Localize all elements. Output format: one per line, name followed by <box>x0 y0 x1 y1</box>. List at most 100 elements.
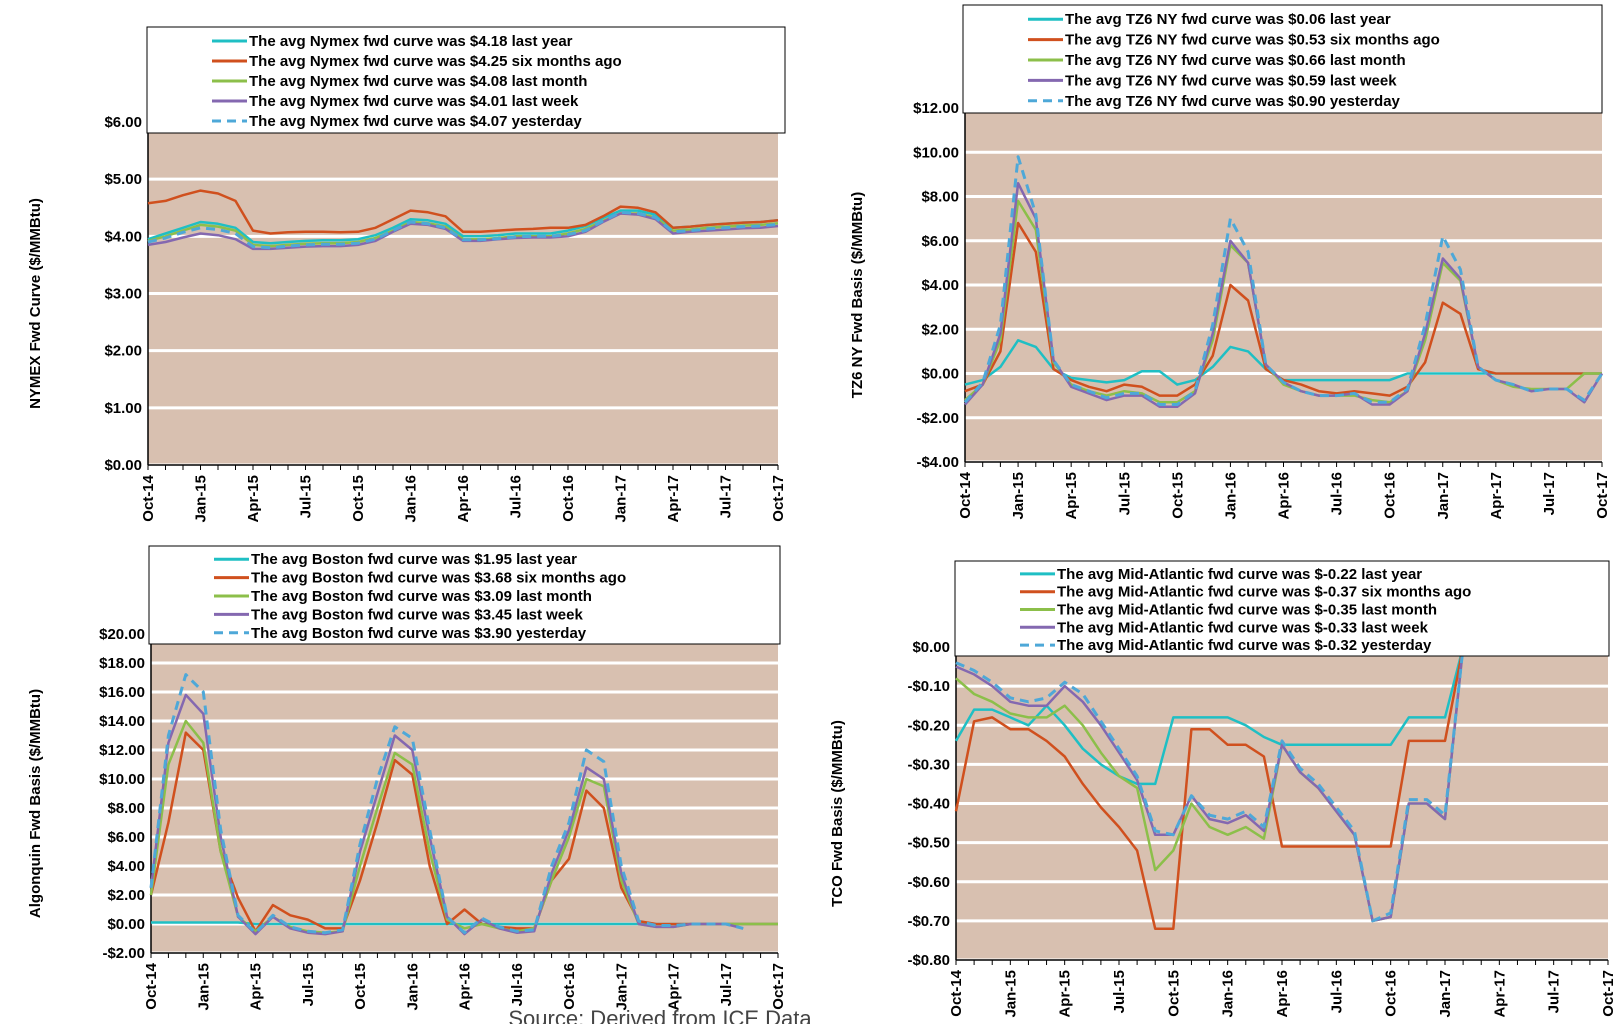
legend: The avg TZ6 NY fwd curve was $0.06 last … <box>962 4 1603 114</box>
y-tick-label: $0.00 <box>104 457 142 474</box>
x-tick-label: Apr-15 <box>245 475 262 523</box>
x-tick-label: Jul-15 <box>300 963 317 1006</box>
legend: The avg Boston fwd curve was $1.95 last … <box>148 545 781 645</box>
y-axis-title: Algonquin Fwd Basis ($/MMBtu) <box>27 689 44 918</box>
y-tick-label: $18.00 <box>99 655 145 672</box>
series-line <box>147 210 779 250</box>
x-tick-label: Apr-16 <box>457 963 474 1011</box>
x-tick-label: Oct-14 <box>957 471 974 518</box>
legend-label: The avg Mid-Atlantic fwd curve was $-0.2… <box>1057 566 1422 583</box>
x-tick-label: Jan-15 <box>195 963 212 1011</box>
x-tick-label: Apr-15 <box>248 963 265 1011</box>
y-tick-label: $2.00 <box>921 321 959 338</box>
y-tick-label: $6.00 <box>104 114 142 131</box>
x-tick-label: Jan-17 <box>613 963 630 1011</box>
x-tick-label: Apr-16 <box>1276 472 1293 520</box>
legend-label: The avg TZ6 NY fwd curve was $0.66 last … <box>1065 52 1406 69</box>
x-tick-label: Apr-15 <box>1057 970 1074 1018</box>
y-tick-label: $4.00 <box>107 858 145 875</box>
x-tick-label: Oct-14 <box>143 962 160 1009</box>
x-tick-label: Oct-15 <box>1169 472 1186 519</box>
y-tick-label: -$0.10 <box>907 678 950 695</box>
legend-box <box>962 4 1603 114</box>
y-tick-label: -$0.80 <box>907 952 950 969</box>
x-tick-label: Oct-16 <box>1383 970 1400 1017</box>
x-tick-label: Oct-17 <box>770 963 787 1010</box>
legend-label: The avg Mid-Atlantic fwd curve was $-0.3… <box>1057 619 1429 636</box>
x-tick-label: Oct-15 <box>350 475 367 522</box>
x-tick-label: Oct-15 <box>352 963 369 1010</box>
y-tick-label: $0.00 <box>107 916 145 933</box>
x-tick-label: Jul-15 <box>1111 970 1128 1013</box>
y-tick-label: $4.00 <box>921 277 959 294</box>
series-line <box>954 646 1465 930</box>
x-tick-label: Jul-15 <box>1116 472 1133 515</box>
y-tick-label: $3.00 <box>104 286 142 303</box>
y-axis-title: TCO Fwd Basis ($/MMBtu) <box>829 720 846 907</box>
y-tick-label: $12.00 <box>99 742 145 759</box>
legend-label: The avg TZ6 NY fwd curve was $0.59 last … <box>1065 72 1397 89</box>
legend-label: The avg Mid-Atlantic fwd curve was $-0.3… <box>1057 584 1471 601</box>
x-tick-label: Oct-16 <box>561 963 578 1010</box>
legend-box <box>148 545 781 645</box>
x-tick-label: Jul-17 <box>1546 970 1563 1013</box>
y-tick-label: $8.00 <box>921 189 959 206</box>
y-tick-label: $10.00 <box>913 144 959 161</box>
legend-label: The avg TZ6 NY fwd curve was $0.53 six m… <box>1065 32 1440 49</box>
x-tick-label: Oct-14 <box>140 474 157 521</box>
x-tick-label: Apr-17 <box>1488 472 1505 520</box>
legend-label: The avg TZ6 NY fwd curve was $0.06 last … <box>1065 11 1391 28</box>
y-tick-label: $8.00 <box>107 800 145 817</box>
legend-label: The avg TZ6 NY fwd curve was $0.90 yeste… <box>1065 93 1401 110</box>
x-tick-label: Jan-16 <box>403 475 420 523</box>
y-axis-title: TZ6 NY Fwd Basis ($/MMBtu) <box>849 192 866 398</box>
y-tick-label: -$0.30 <box>907 756 950 773</box>
x-tick-label: Oct-17 <box>1600 970 1614 1017</box>
x-tick-label: Oct-17 <box>770 475 787 522</box>
y-tick-label: $2.00 <box>104 343 142 360</box>
legend-label: The avg Boston fwd curve was $3.09 last … <box>251 588 592 605</box>
plot-area <box>151 634 778 953</box>
y-tick-label: $14.00 <box>99 713 145 730</box>
x-tick-label: Jul-17 <box>718 475 735 518</box>
x-tick-label: Oct-16 <box>560 475 577 522</box>
y-tick-label: $6.00 <box>107 829 145 846</box>
y-tick-label: -$0.60 <box>907 874 950 891</box>
x-tick-label: Oct-17 <box>1594 472 1611 519</box>
series-line <box>149 673 744 935</box>
x-tick-label: Jul-16 <box>1328 970 1345 1013</box>
x-tick-label: Jan-17 <box>1435 472 1452 520</box>
x-tick-label: Apr-16 <box>1274 970 1291 1018</box>
x-tick-label: Jul-16 <box>509 963 526 1006</box>
legend-label: The avg Mid-Atlantic fwd curve was $-0.3… <box>1057 602 1437 619</box>
legend-label: The avg Mid-Atlantic fwd curve was $-0.3… <box>1057 637 1432 654</box>
x-tick-label: Apr-17 <box>1491 970 1508 1018</box>
y-tick-label: -$0.20 <box>907 717 950 734</box>
x-tick-label: Jul-15 <box>298 475 315 518</box>
x-tick-label: Oct-15 <box>1165 970 1182 1017</box>
series-line <box>964 221 1602 397</box>
y-tick-label: $20.00 <box>99 626 145 643</box>
y-tick-label: $12.00 <box>913 100 959 117</box>
y-tick-label: $4.00 <box>104 228 142 245</box>
y-tick-label: $0.00 <box>912 639 950 656</box>
y-tick-label: $10.00 <box>99 771 145 788</box>
x-tick-label: Jan-16 <box>1222 472 1239 520</box>
x-tick-label: Jul-17 <box>718 963 735 1006</box>
legend-label: The avg Nymex fwd curve was $4.25 six mo… <box>249 53 622 70</box>
x-tick-label: Oct-14 <box>948 969 965 1016</box>
x-tick-label: Apr-17 <box>666 963 683 1011</box>
y-tick-label: -$2.00 <box>102 945 145 962</box>
legend-label: The avg Boston fwd curve was $1.95 last … <box>251 551 577 568</box>
series-line <box>147 189 779 235</box>
y-tick-label: $2.00 <box>107 887 145 904</box>
source-note: Source: Derived from ICE Data <box>508 1006 812 1024</box>
x-tick-label: Jan-15 <box>193 475 210 523</box>
y-tick-label: $16.00 <box>99 684 145 701</box>
y-tick-label: $1.00 <box>104 400 142 417</box>
series-line <box>954 646 1465 786</box>
legend: The avg Nymex fwd curve was $4.18 last y… <box>146 26 786 134</box>
legend-label: The avg Nymex fwd curve was $4.01 last w… <box>249 93 579 110</box>
